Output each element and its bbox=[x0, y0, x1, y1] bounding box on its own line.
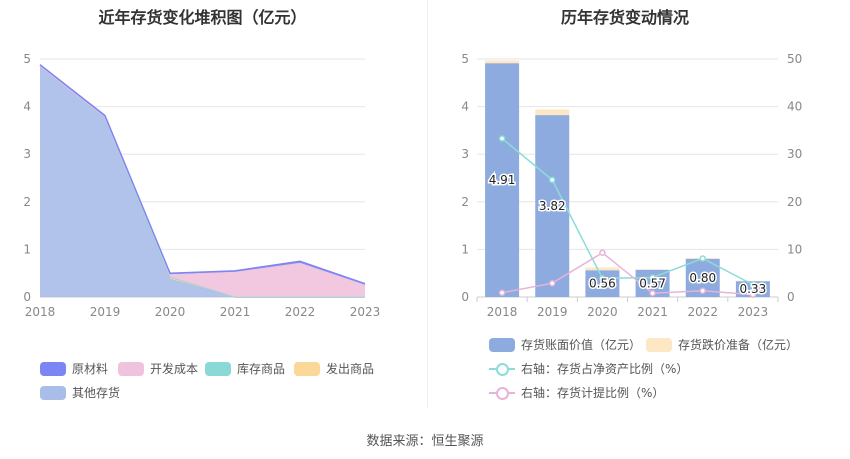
bar-book-value bbox=[735, 281, 770, 297]
right-y-right-tick-label: 0 bbox=[787, 290, 795, 304]
legend-label: 右轴：存货占净资产比例（%） bbox=[521, 362, 689, 376]
right-x-tick-label: 2023 bbox=[738, 305, 769, 319]
line-point bbox=[498, 135, 506, 142]
legend-swatch bbox=[205, 361, 231, 376]
line-point bbox=[599, 249, 606, 256]
right-y-right-tick-label: 50 bbox=[787, 52, 802, 66]
chart-divider bbox=[427, 0, 428, 408]
right-y-right-tick-label: 30 bbox=[787, 147, 802, 161]
bar-data-label: 0.80 bbox=[689, 271, 716, 285]
right-y-right-tick-label: 10 bbox=[787, 242, 802, 256]
line-point bbox=[498, 289, 506, 296]
bar-reserve bbox=[535, 109, 570, 116]
left-y-tick-label: 2 bbox=[23, 195, 31, 209]
left-legend-item[interactable]: 发出商品 bbox=[294, 360, 374, 377]
right-x-tick-label: 2019 bbox=[537, 305, 568, 319]
line-point bbox=[649, 274, 656, 281]
right-y-left-tick-label: 5 bbox=[461, 52, 469, 66]
bar-reserve bbox=[585, 267, 620, 271]
bar-data-label: 0.57 bbox=[639, 276, 666, 290]
right-y-left-tick-label: 1 bbox=[461, 242, 469, 256]
right-x-tick-label: 2021 bbox=[637, 305, 668, 319]
legend-swatch bbox=[489, 386, 515, 400]
legend-label: 原材料 bbox=[72, 362, 109, 376]
left-y-tick-label: 1 bbox=[23, 242, 31, 256]
legend-label: 发出商品 bbox=[326, 362, 375, 376]
right-y-right-tick-label: 20 bbox=[787, 195, 802, 209]
bar-data-label: 0.56 bbox=[589, 277, 616, 291]
left-x-tick-label: 2022 bbox=[285, 305, 316, 319]
legend-label: 存货账面价值（亿元） bbox=[521, 338, 642, 352]
right-legend-item[interactable]: 右轴：存货计提比例（%） bbox=[489, 384, 664, 401]
bar-book-value bbox=[485, 63, 520, 298]
right-x-tick-label: 2022 bbox=[687, 305, 718, 319]
right-legend-item[interactable]: 存货跌价准备（亿元） bbox=[646, 336, 798, 353]
data-source: 数据来源：恒生聚源 bbox=[366, 434, 484, 449]
left-y-tick-label: 0 bbox=[23, 290, 31, 304]
legend-label: 开发成本 bbox=[150, 362, 199, 376]
line-point bbox=[749, 291, 757, 298]
line-point bbox=[549, 176, 556, 184]
left-y-tick-label: 4 bbox=[23, 100, 31, 114]
area-其他存货 bbox=[40, 65, 365, 297]
bar-data-label: 4.91 bbox=[489, 173, 516, 187]
bar-book-value bbox=[585, 270, 620, 297]
bar-data-label: 3.82 bbox=[539, 199, 566, 213]
left-x-tick-label: 2020 bbox=[155, 305, 186, 319]
left-legend-item[interactable]: 其他存货 bbox=[40, 384, 120, 401]
left-legend-item[interactable]: 库存商品 bbox=[205, 360, 285, 377]
bar-data-label: 0.33 bbox=[740, 282, 767, 296]
right-legend-item[interactable]: 右轴：存货占净资产比例（%） bbox=[489, 360, 688, 377]
line-point bbox=[699, 287, 706, 295]
legend-swatch bbox=[40, 385, 66, 400]
legend-label: 存货跌价准备（亿元） bbox=[678, 338, 799, 352]
left-x-tick-label: 2023 bbox=[350, 305, 381, 319]
legend-swatch bbox=[294, 361, 320, 376]
legend-swatch bbox=[489, 362, 515, 376]
line-point bbox=[549, 279, 556, 287]
legend-swatch bbox=[118, 361, 144, 376]
left-x-tick-label: 2019 bbox=[90, 305, 121, 319]
left-x-tick-label: 2018 bbox=[25, 305, 56, 319]
right-x-tick-label: 2020 bbox=[587, 305, 618, 319]
left-y-tick-label: 3 bbox=[23, 147, 31, 161]
legend-label: 其他存货 bbox=[72, 386, 121, 400]
left-chart-title: 近年存货变化堆积图（亿元） bbox=[98, 8, 307, 27]
right-x-tick-label: 2018 bbox=[487, 305, 518, 319]
area-line-原材料 bbox=[39, 64, 366, 285]
legend-swatch bbox=[40, 361, 66, 376]
left-legend-item[interactable]: 开发成本 bbox=[118, 360, 198, 377]
line-point bbox=[699, 255, 706, 262]
right-y-left-tick-label: 0 bbox=[461, 290, 469, 304]
left-x-tick-label: 2021 bbox=[220, 305, 251, 319]
bar-book-value bbox=[535, 115, 570, 297]
line-右轴：存货计提比例（%） bbox=[501, 251, 753, 296]
right-chart-title: 历年存货变动情况 bbox=[560, 8, 689, 27]
right-y-left-tick-label: 2 bbox=[461, 195, 469, 209]
legend-label: 库存商品 bbox=[237, 362, 286, 376]
bar-reserve bbox=[485, 60, 520, 64]
right-y-right-tick-label: 40 bbox=[787, 100, 802, 114]
right-y-left-tick-label: 4 bbox=[461, 100, 469, 114]
left-legend-item[interactable]: 原材料 bbox=[40, 360, 108, 377]
legend-swatch bbox=[489, 337, 515, 352]
line-右轴：存货占净资产比例（%） bbox=[501, 137, 754, 286]
legend-swatch bbox=[646, 337, 672, 352]
right-legend-item[interactable]: 存货账面价值（亿元） bbox=[489, 336, 641, 353]
left-y-tick-label: 5 bbox=[23, 52, 31, 66]
line-point bbox=[599, 275, 606, 282]
legend-label: 右轴：存货计提比例（%） bbox=[521, 386, 665, 400]
line-point bbox=[649, 289, 656, 297]
right-y-left-tick-label: 3 bbox=[461, 147, 469, 161]
line-point bbox=[749, 281, 757, 288]
